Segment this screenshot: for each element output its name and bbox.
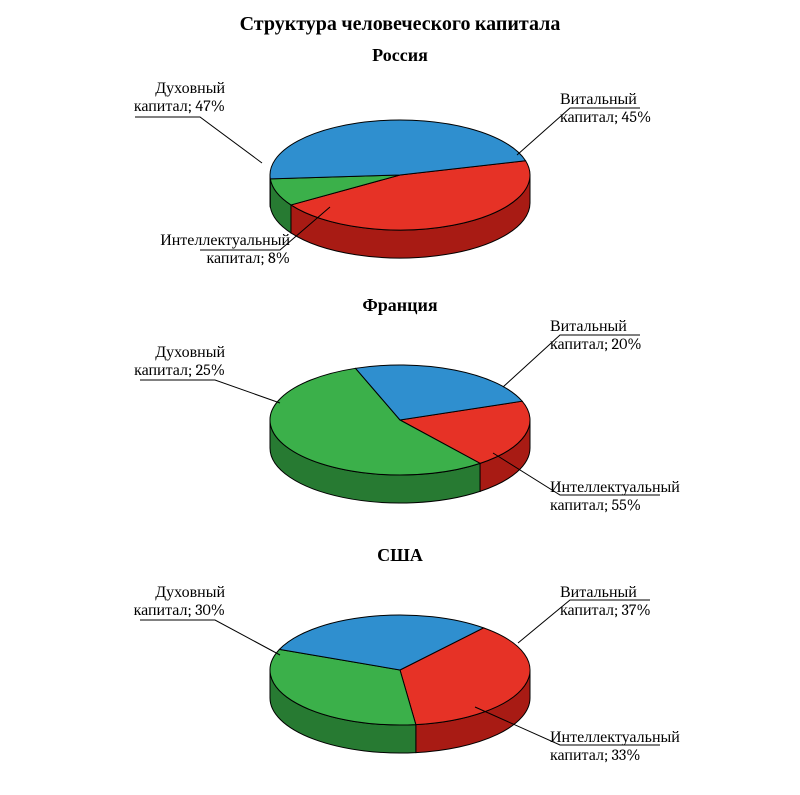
slice-label-vital: Витальный капитал; 20% (550, 317, 642, 354)
chart-russia: РоссияДуховный капитал; 47%Интеллектуаль… (0, 45, 800, 285)
leader-line (135, 117, 262, 163)
leader-line (140, 620, 280, 655)
slice-label-intellectual: Интеллектуальный капитал; 55% (550, 478, 680, 515)
slice-label-intellectual: Интеллектуальный капитал; 33% (550, 728, 680, 765)
pie-3d (0, 45, 800, 285)
pie-3d (0, 295, 800, 535)
slice-label-spiritual: Духовный капитал; 30% (134, 583, 225, 620)
slice-label-intellectual: Интеллектуальный капитал; 8% (160, 231, 290, 268)
figure-root: Структура человеческого капитала РоссияД… (0, 0, 800, 795)
slice-label-spiritual: Духовный капитал; 47% (134, 79, 225, 116)
slice-label-spiritual: Духовный капитал; 25% (134, 343, 225, 380)
slice-label-vital: Витальный капитал; 45% (560, 90, 651, 127)
slice-label-vital: Витальный капитал; 37% (560, 583, 651, 620)
leader-line (140, 380, 280, 403)
chart-usa: СШАДуховный капитал; 30%Витальный капита… (0, 545, 800, 785)
pie-3d (0, 545, 800, 785)
figure-title: Структура человеческого капитала (0, 12, 800, 36)
chart-france: ФранцияДуховный капитал; 25%Витальный ка… (0, 295, 800, 535)
